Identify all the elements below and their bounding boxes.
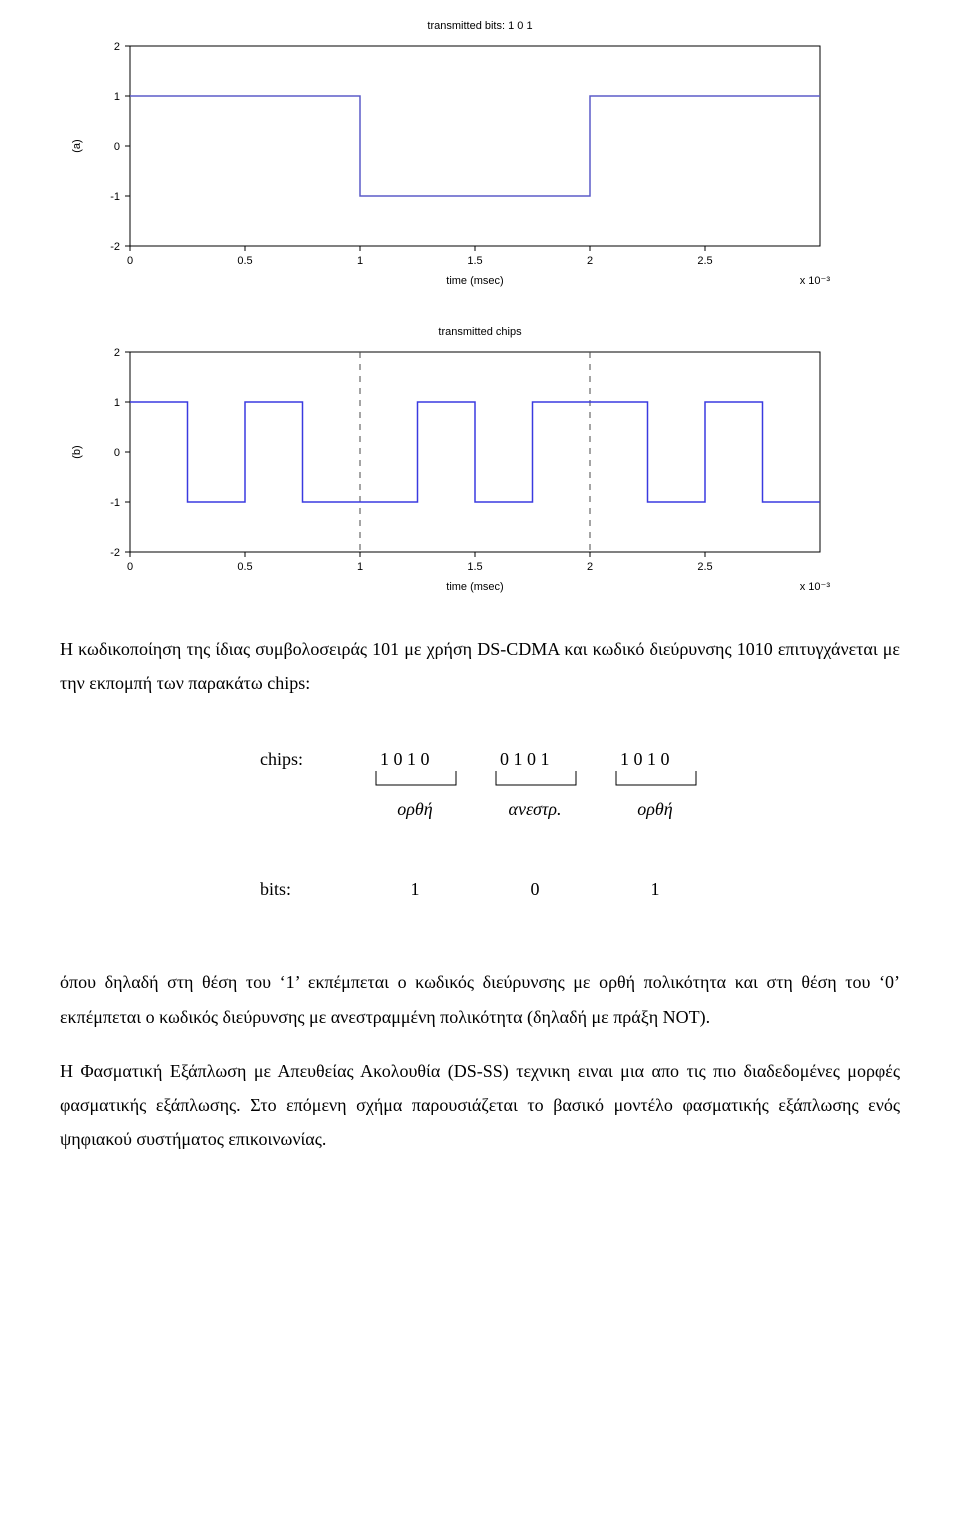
svg-text:-2: -2 <box>110 547 120 559</box>
svg-text:0.5: 0.5 <box>237 255 252 267</box>
svg-text:ορθή: ορθή <box>637 799 672 819</box>
svg-text:x 10⁻³: x 10⁻³ <box>800 581 831 593</box>
svg-text:2: 2 <box>587 561 593 573</box>
chart-a: -2 -1 0 1 2 0 0.5 1 1.5 2 2.5 time (msec) (a) x 10⁻³ <box>60 36 900 296</box>
svg-text:1.5: 1.5 <box>467 255 482 267</box>
svg-text:0.5: 0.5 <box>237 561 252 573</box>
svg-text:1.5: 1.5 <box>467 561 482 573</box>
svg-text:1: 1 <box>114 397 120 409</box>
chart-a-title: transmitted bits: 1 0 1 <box>60 20 900 32</box>
svg-text:(a): (a) <box>71 139 83 152</box>
svg-text:-2: -2 <box>110 241 120 253</box>
svg-text:1: 1 <box>357 561 363 573</box>
svg-text:chips:: chips: <box>260 749 303 769</box>
svg-text:-1: -1 <box>110 191 120 203</box>
svg-text:x 10⁻³: x 10⁻³ <box>800 275 831 287</box>
svg-text:bits:: bits: <box>260 879 291 899</box>
svg-text:ορθή: ορθή <box>397 799 432 819</box>
svg-text:0: 0 <box>114 141 120 153</box>
para-2: όπου δηλαδή στη θέση του ‘1’ εκπέμπεται … <box>60 965 900 1033</box>
chart-b-title: transmitted chips <box>60 326 900 338</box>
svg-text:2.5: 2.5 <box>697 255 712 267</box>
svg-text:0: 0 <box>531 879 540 899</box>
chips-bits-diagram: chips: 1 0 1 0 0 1 0 1 1 0 1 0 ορθή ανεστρ. ορ… <box>60 740 900 925</box>
svg-text:1: 1 <box>651 879 660 899</box>
svg-text:time (msec): time (msec) <box>446 581 503 593</box>
svg-text:0: 0 <box>127 561 133 573</box>
svg-text:1: 1 <box>114 91 120 103</box>
svg-text:1: 1 <box>411 879 420 899</box>
svg-text:ανεστρ.: ανεστρ. <box>509 799 562 819</box>
para-1: Η κωδικοποίηση της ίδιας συμβολοσειράς 1… <box>60 632 900 700</box>
chart-b: -2 -1 0 1 2 0 0.5 1 1.5 2 2.5 time (msec) (b) x 10⁻³ <box>60 342 900 602</box>
svg-text:2: 2 <box>114 347 120 359</box>
para-3: Η Φασματική Εξάπλωση με Απευθείας Ακολου… <box>60 1054 900 1157</box>
svg-text:1: 1 <box>357 255 363 267</box>
svg-text:0: 0 <box>114 447 120 459</box>
svg-text:0 1 0 1: 0 1 0 1 <box>500 749 550 769</box>
body-text-1: Η κωδικοποίηση της ίδιας συμβολοσειράς 1… <box>60 632 900 700</box>
body-text-2: όπου δηλαδή στη θέση του ‘1’ εκπέμπεται … <box>60 965 900 1156</box>
svg-text:-1: -1 <box>110 497 120 509</box>
svg-text:time (msec): time (msec) <box>446 275 503 287</box>
svg-text:2.5: 2.5 <box>697 561 712 573</box>
svg-text:2: 2 <box>587 255 593 267</box>
svg-text:0: 0 <box>127 255 133 267</box>
svg-text:1 0 1 0: 1 0 1 0 <box>380 749 430 769</box>
svg-text:(b): (b) <box>71 445 83 458</box>
svg-text:2: 2 <box>114 41 120 53</box>
svg-text:1 0 1 0: 1 0 1 0 <box>620 749 670 769</box>
